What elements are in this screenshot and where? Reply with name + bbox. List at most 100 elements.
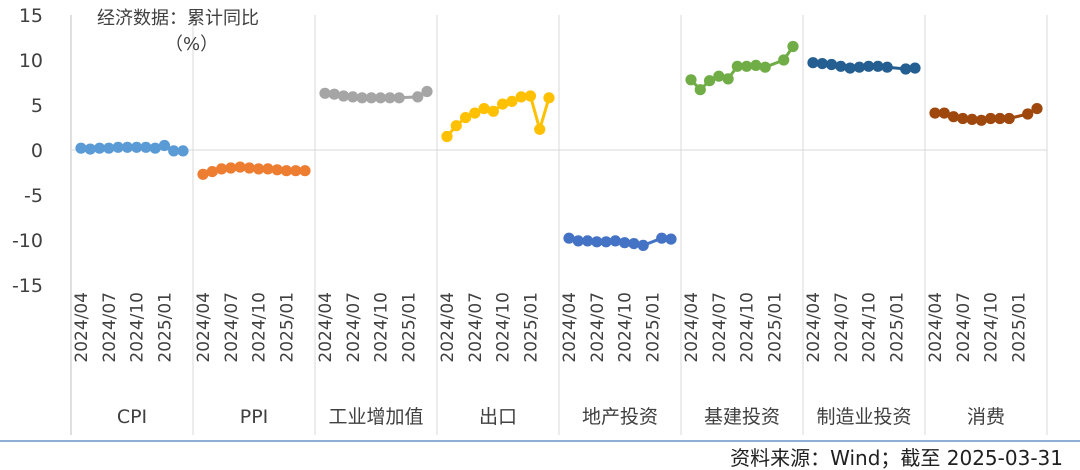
series-3-point — [506, 95, 518, 107]
x-tick-label: 2024/04 — [72, 292, 92, 363]
series-2-point — [384, 92, 396, 104]
series-4-point — [572, 235, 584, 247]
category-groups: CPI PPI 工业增加值 出口 地产投资 基建投资 制造业投资 消费 — [117, 15, 1048, 435]
x-tick-label: 2025/01 — [277, 292, 297, 363]
series-0-point — [140, 141, 152, 153]
group-label: PPI — [240, 406, 269, 428]
chart-title: 经济数据：累计同比 — [97, 8, 259, 29]
series-1-point — [290, 165, 302, 177]
y-tick-label: -10 — [12, 230, 43, 252]
x-tick-label: 2024/04 — [560, 292, 580, 363]
series-2-point — [319, 87, 331, 99]
x-tick-label: 2024/04 — [682, 292, 702, 363]
series-3-point — [543, 92, 555, 104]
series-3-point — [524, 90, 537, 102]
series-7-point — [1031, 103, 1043, 115]
series-7-point — [938, 107, 950, 119]
series-1-point — [197, 168, 209, 180]
series-6-point — [825, 58, 838, 71]
series-1-point — [225, 162, 237, 174]
x-tick-label: 2024/07 — [344, 292, 364, 363]
series-6-point — [863, 60, 875, 72]
series-1-point — [206, 166, 218, 178]
series-2-point — [412, 91, 424, 103]
series-6-point — [853, 61, 865, 73]
series-7-point — [929, 107, 941, 119]
series-5-point — [741, 60, 753, 72]
x-tick-label: 2024/10 — [250, 292, 270, 363]
series-5-point — [778, 54, 790, 66]
x-tick-label: 2025/01 — [1009, 292, 1029, 363]
x-tick-label: 2024/10 — [372, 292, 392, 363]
x-tick-label: 2024/07 — [954, 292, 974, 363]
series-3-point — [450, 120, 462, 132]
series-0-point — [158, 139, 171, 152]
series-7-point — [985, 112, 997, 125]
group-label: 基建投资 — [704, 406, 780, 428]
group-label: 地产投资 — [582, 406, 658, 428]
series-4-point — [656, 232, 668, 244]
series-7-point — [957, 112, 969, 125]
series-6-point — [835, 60, 847, 72]
series-3-point — [469, 107, 481, 119]
series-layer — [75, 40, 1043, 251]
series-4-point — [619, 237, 631, 249]
series-3-point — [478, 103, 490, 115]
x-tick-label: 2024/07 — [466, 292, 486, 363]
series-2-point — [365, 92, 377, 104]
series-4-point — [581, 235, 594, 247]
series-4-point — [600, 236, 612, 248]
x-axis: 2024/04 2024/07 2024/10 2025/01 2024/04 2024/… — [72, 292, 1029, 363]
series-5-point — [731, 60, 743, 72]
series-2-point — [337, 90, 350, 102]
series-2-point — [421, 85, 433, 98]
source-note: 资料来源：Wind；截至 2025-03-31 — [730, 446, 1063, 470]
series-3-point — [534, 123, 546, 135]
y-tick-label: -15 — [12, 275, 43, 297]
series-0-point — [121, 141, 133, 153]
group-label: 出口 — [479, 406, 517, 428]
series-1-point — [243, 162, 255, 174]
x-tick-label: 2024/07 — [832, 292, 852, 363]
series-0-point — [103, 142, 115, 154]
y-tick-label: 0 — [31, 140, 43, 162]
x-tick-label: 2024/10 — [616, 292, 636, 363]
series-5-point — [685, 74, 697, 86]
series-0-point — [168, 145, 180, 157]
x-tick-label: 2024/10 — [128, 292, 148, 363]
series-5-point — [787, 40, 799, 53]
series-7-point — [1022, 108, 1034, 120]
series-1-point — [271, 164, 283, 176]
series-5-point — [750, 59, 762, 71]
series-7-point — [975, 114, 987, 126]
x-tick-label: 2025/01 — [155, 292, 175, 363]
series-0-point — [75, 142, 87, 154]
x-tick-label: 2024/10 — [494, 292, 514, 363]
series-0-point — [149, 142, 161, 154]
x-tick-label: 2025/01 — [887, 292, 907, 363]
series-2-point — [393, 92, 405, 104]
group-label: 消费 — [967, 406, 1005, 428]
x-tick-label: 2025/01 — [643, 292, 663, 363]
x-tick-label: 2024/04 — [194, 292, 214, 363]
series-4-point — [637, 239, 649, 251]
series-4-point — [628, 238, 640, 250]
x-tick-label: 2024/04 — [926, 292, 946, 363]
x-tick-label: 2024/10 — [982, 292, 1002, 363]
series-3-point — [497, 98, 509, 110]
series-1-point — [234, 161, 246, 173]
series-7-point — [966, 113, 978, 125]
series-6-point — [816, 58, 828, 70]
series-0-point — [93, 142, 106, 154]
series-2-point — [347, 91, 359, 103]
x-tick-label: 2025/01 — [399, 292, 419, 363]
series-5-point — [694, 84, 706, 96]
series-6-point — [872, 60, 884, 72]
group-label: 制造业投资 — [816, 406, 911, 428]
series-7-point — [994, 112, 1006, 125]
series-4-point — [591, 236, 603, 248]
series-3-point — [487, 105, 499, 117]
series-4-point — [665, 233, 677, 245]
series-0-point — [112, 141, 124, 153]
series-6-point — [881, 61, 893, 73]
